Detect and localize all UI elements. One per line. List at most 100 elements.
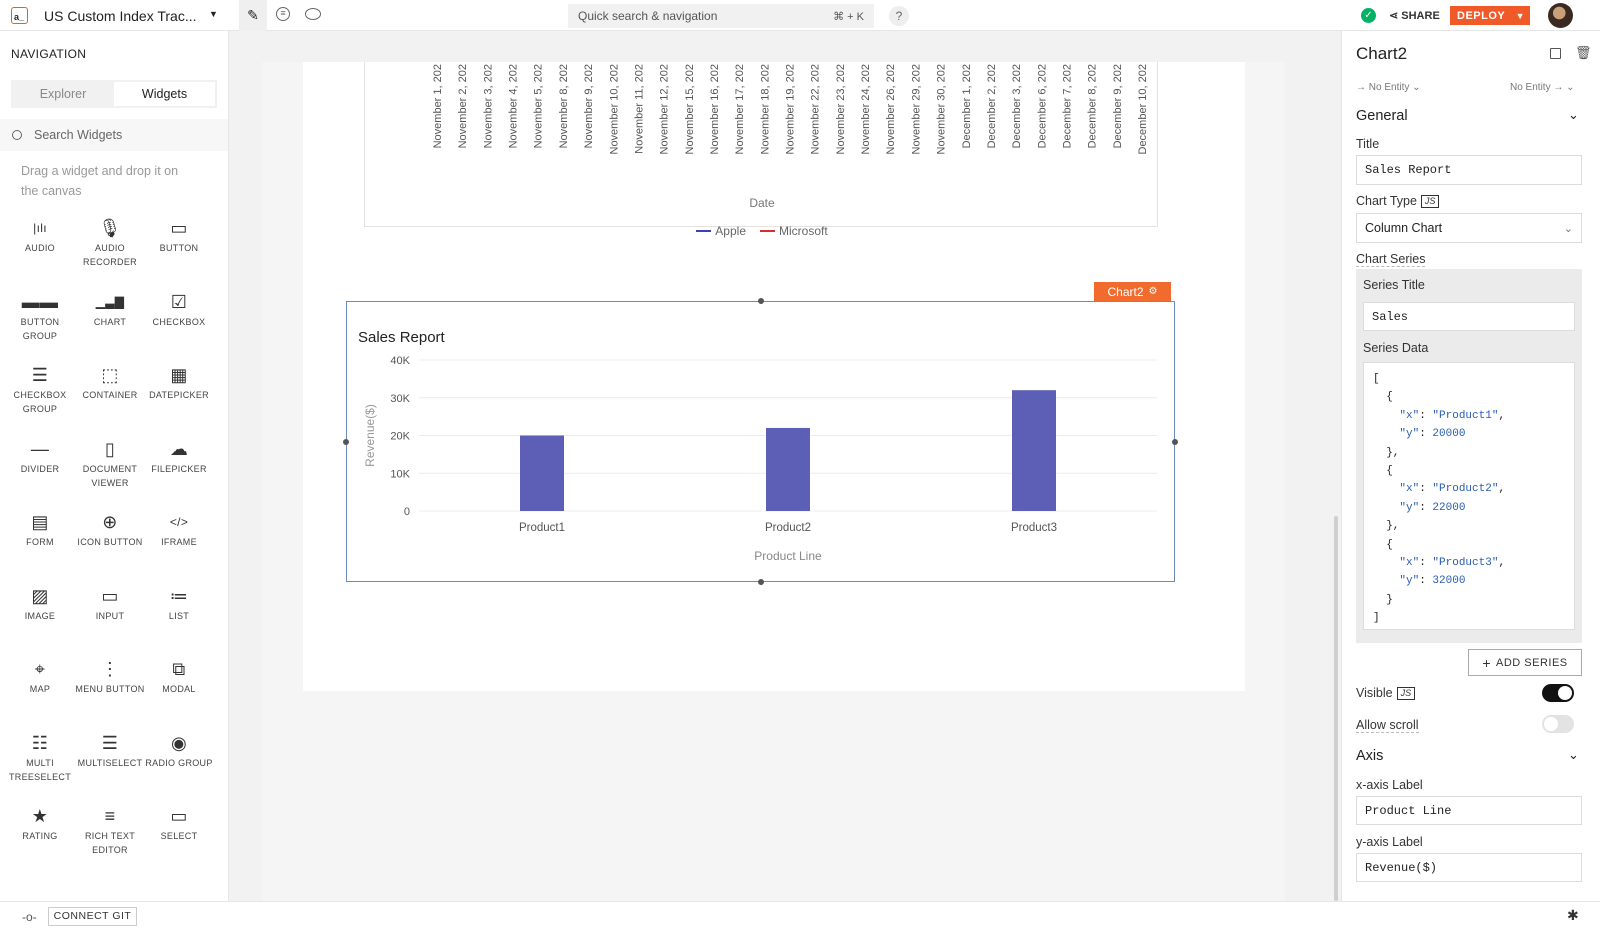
allow-scroll-label: Allow scroll: [1356, 718, 1419, 733]
chart2-y-tick: 30K: [390, 393, 410, 405]
canvas-scrollbar[interactable]: [1334, 516, 1338, 901]
help-button[interactable]: ?: [889, 6, 909, 26]
app-title[interactable]: US Custom Index Trac...: [44, 8, 197, 24]
widget-multi-treeselect[interactable]: ☷ MULTI TREESELECT: [5, 732, 75, 784]
general-collapse-chevron-icon[interactable]: ⌄: [1568, 107, 1579, 122]
widget-name-tag[interactable]: Chart2 ⚙: [1094, 282, 1171, 301]
widget-image[interactable]: ▨ IMAGE: [5, 585, 75, 623]
add-series-button[interactable]: + ADD SERIES: [1468, 649, 1582, 676]
chart1-x-tick: November 5, 202: [533, 64, 545, 148]
widget-radio-group[interactable]: ◉ RADIO GROUP: [144, 732, 214, 770]
legend-swatch-microsoft: [760, 230, 775, 232]
image-icon: ▨: [31, 585, 49, 606]
visible-js-toggle[interactable]: JS: [1396, 687, 1416, 700]
widget-divider[interactable]: — DIVIDER: [5, 438, 75, 476]
widget-audio-recorder[interactable]: 🎙 AUDIO RECORDER: [75, 217, 145, 269]
edit-mode-button[interactable]: ✎: [239, 0, 267, 31]
user-avatar[interactable]: [1548, 3, 1573, 28]
chart1-widget[interactable]: November 1, 202 November 2, 202 November 3…: [364, 62, 1158, 238]
widget-audio[interactable]: |ılı AUDIO: [5, 217, 75, 255]
star-icon: ★: [31, 806, 49, 826]
chart2-y-tick: 10K: [390, 468, 410, 480]
chart-type-label: Chart Type JS: [1356, 194, 1440, 208]
widget-container[interactable]: ⬚ CONTAINER: [75, 364, 145, 402]
widget-label: MENU BUTTON: [75, 684, 145, 694]
connect-git-button[interactable]: CONNECT GIT: [48, 907, 137, 926]
resize-handle-top[interactable]: [758, 298, 764, 304]
app-menu-chevron-icon[interactable]: ▼: [209, 9, 218, 19]
widget-rich-text-editor[interactable]: ≡ RICH TEXT EDITOR: [75, 805, 145, 857]
bottom-bar: -o- CONNECT GIT ✱: [0, 901, 1600, 931]
y-axis-input[interactable]: Revenue($): [1356, 853, 1582, 882]
chart2-bar: [1012, 390, 1056, 511]
chart2-y-tick: 20K: [390, 431, 410, 443]
share-button[interactable]: ⋖ SHARE: [1389, 9, 1440, 22]
chart1-x-tick: November 4, 202: [508, 64, 520, 148]
widget-menu-button[interactable]: ⋮ MENU BUTTON: [75, 658, 145, 696]
comment-icon[interactable]: ≡: [276, 7, 290, 21]
resize-handle-bottom[interactable]: [758, 579, 764, 585]
axis-collapse-chevron-icon[interactable]: ⌄: [1568, 747, 1579, 762]
widget-label: CHART: [93, 316, 127, 327]
series-data-editor[interactable]: [ { "x": "Product1", "y": 20000 }, { "x"…: [1363, 362, 1575, 630]
chart1-x-tick: November 19, 202: [785, 64, 797, 155]
chart-type-js-toggle[interactable]: JS: [1420, 195, 1440, 208]
chart1-svg: November 1, 202 November 2, 202 November 3…: [432, 64, 1149, 155]
axis-section-heading[interactable]: Axis: [1356, 748, 1384, 764]
general-section-heading[interactable]: General: [1356, 108, 1408, 124]
widget-checkbox-group[interactable]: ☰ CHECKBOX GROUP: [5, 364, 75, 416]
x-axis-label: x-axis Label: [1356, 778, 1423, 792]
widget-multiselect[interactable]: ☰ MULTISELECT: [75, 732, 145, 770]
search-widgets-field[interactable]: Search Widgets: [0, 119, 228, 151]
more-vertical-icon: ⋮: [100, 659, 120, 679]
widget-icon-button[interactable]: ⊕ ICON BUTTON: [75, 511, 145, 549]
series-title-input[interactable]: Sales: [1363, 302, 1575, 331]
legend-item-microsoft[interactable]: Microsoft: [760, 224, 828, 238]
widget-filepicker[interactable]: ☁ FILEPICKER: [144, 438, 214, 476]
chart-icon: ▁▃▇: [95, 294, 125, 309]
widget-list[interactable]: ≔ LIST: [144, 585, 214, 623]
preview-eye-icon[interactable]: [305, 8, 321, 20]
entity-left-dropdown[interactable]: → No Entity ⌄: [1356, 82, 1421, 93]
delete-trash-icon[interactable]: 🗑: [1575, 45, 1592, 60]
legend-item-apple[interactable]: Apple: [696, 224, 746, 238]
widget-chart[interactable]: ▁▃▇ CHART: [75, 291, 145, 329]
entity-right-label: No Entity: [1510, 82, 1551, 93]
tab-widgets[interactable]: Widgets: [114, 82, 215, 106]
widget-map[interactable]: ⌖ MAP: [5, 658, 75, 696]
visible-toggle[interactable]: [1542, 684, 1574, 702]
tab-explorer[interactable]: Explorer: [39, 87, 87, 101]
entity-right-dropdown[interactable]: No Entity → ⌄: [1510, 82, 1575, 93]
allow-scroll-toggle[interactable]: [1542, 715, 1574, 733]
resize-handle-right[interactable]: [1172, 439, 1178, 445]
widget-label: DATEPICKER: [149, 390, 209, 400]
quick-search-bar[interactable]: Quick search & navigation ⌘ + K: [568, 4, 874, 28]
widget-iframe[interactable]: </> IFRAME: [144, 511, 214, 549]
chart2-widget[interactable]: Sales Report 0 10K 20K 30K 40K Product1 Product…: [346, 301, 1175, 582]
widget-label: MODAL: [162, 684, 196, 694]
x-axis-input[interactable]: Product Line: [1356, 796, 1582, 825]
git-commit-icon[interactable]: -o-: [22, 910, 37, 924]
widget-name-heading[interactable]: Chart2: [1356, 44, 1408, 63]
widget-document-viewer[interactable]: ▯ DOCUMENT VIEWER: [75, 438, 145, 490]
deploy-button[interactable]: DEPLOY ▼: [1450, 6, 1530, 25]
deploy-label: DEPLOY: [1457, 9, 1506, 22]
app-logo-icon[interactable]: a_: [11, 7, 28, 24]
chart-type-select[interactable]: Column Chart ⌄: [1356, 213, 1582, 243]
widget-checkbox[interactable]: ☑ CHECKBOX: [144, 291, 214, 329]
widget-select[interactable]: ▭ SELECT: [144, 805, 214, 843]
widget-input[interactable]: ▭ INPUT: [75, 585, 145, 623]
widget-button-group[interactable]: ▬▬ BUTTON GROUP: [5, 291, 75, 343]
widget-button[interactable]: ▭ BUTTON: [144, 217, 214, 255]
widget-form[interactable]: ▤ FORM: [5, 511, 75, 549]
deploy-chevron-icon[interactable]: ▼: [1515, 10, 1525, 21]
copy-icon[interactable]: [1550, 48, 1561, 59]
widget-rating[interactable]: ★ RATING: [5, 805, 75, 843]
resize-handle-left[interactable]: [343, 439, 349, 445]
title-input[interactable]: Sales Report: [1356, 155, 1582, 185]
widget-modal[interactable]: ⧉ MODAL: [144, 658, 214, 696]
bug-report-icon[interactable]: ✱: [1567, 907, 1579, 923]
widget-datepicker[interactable]: ▦ DATEPICKER: [144, 364, 214, 402]
chart2-title: Sales Report: [358, 329, 446, 346]
chart1-x-tick: November 23, 202: [835, 64, 847, 155]
